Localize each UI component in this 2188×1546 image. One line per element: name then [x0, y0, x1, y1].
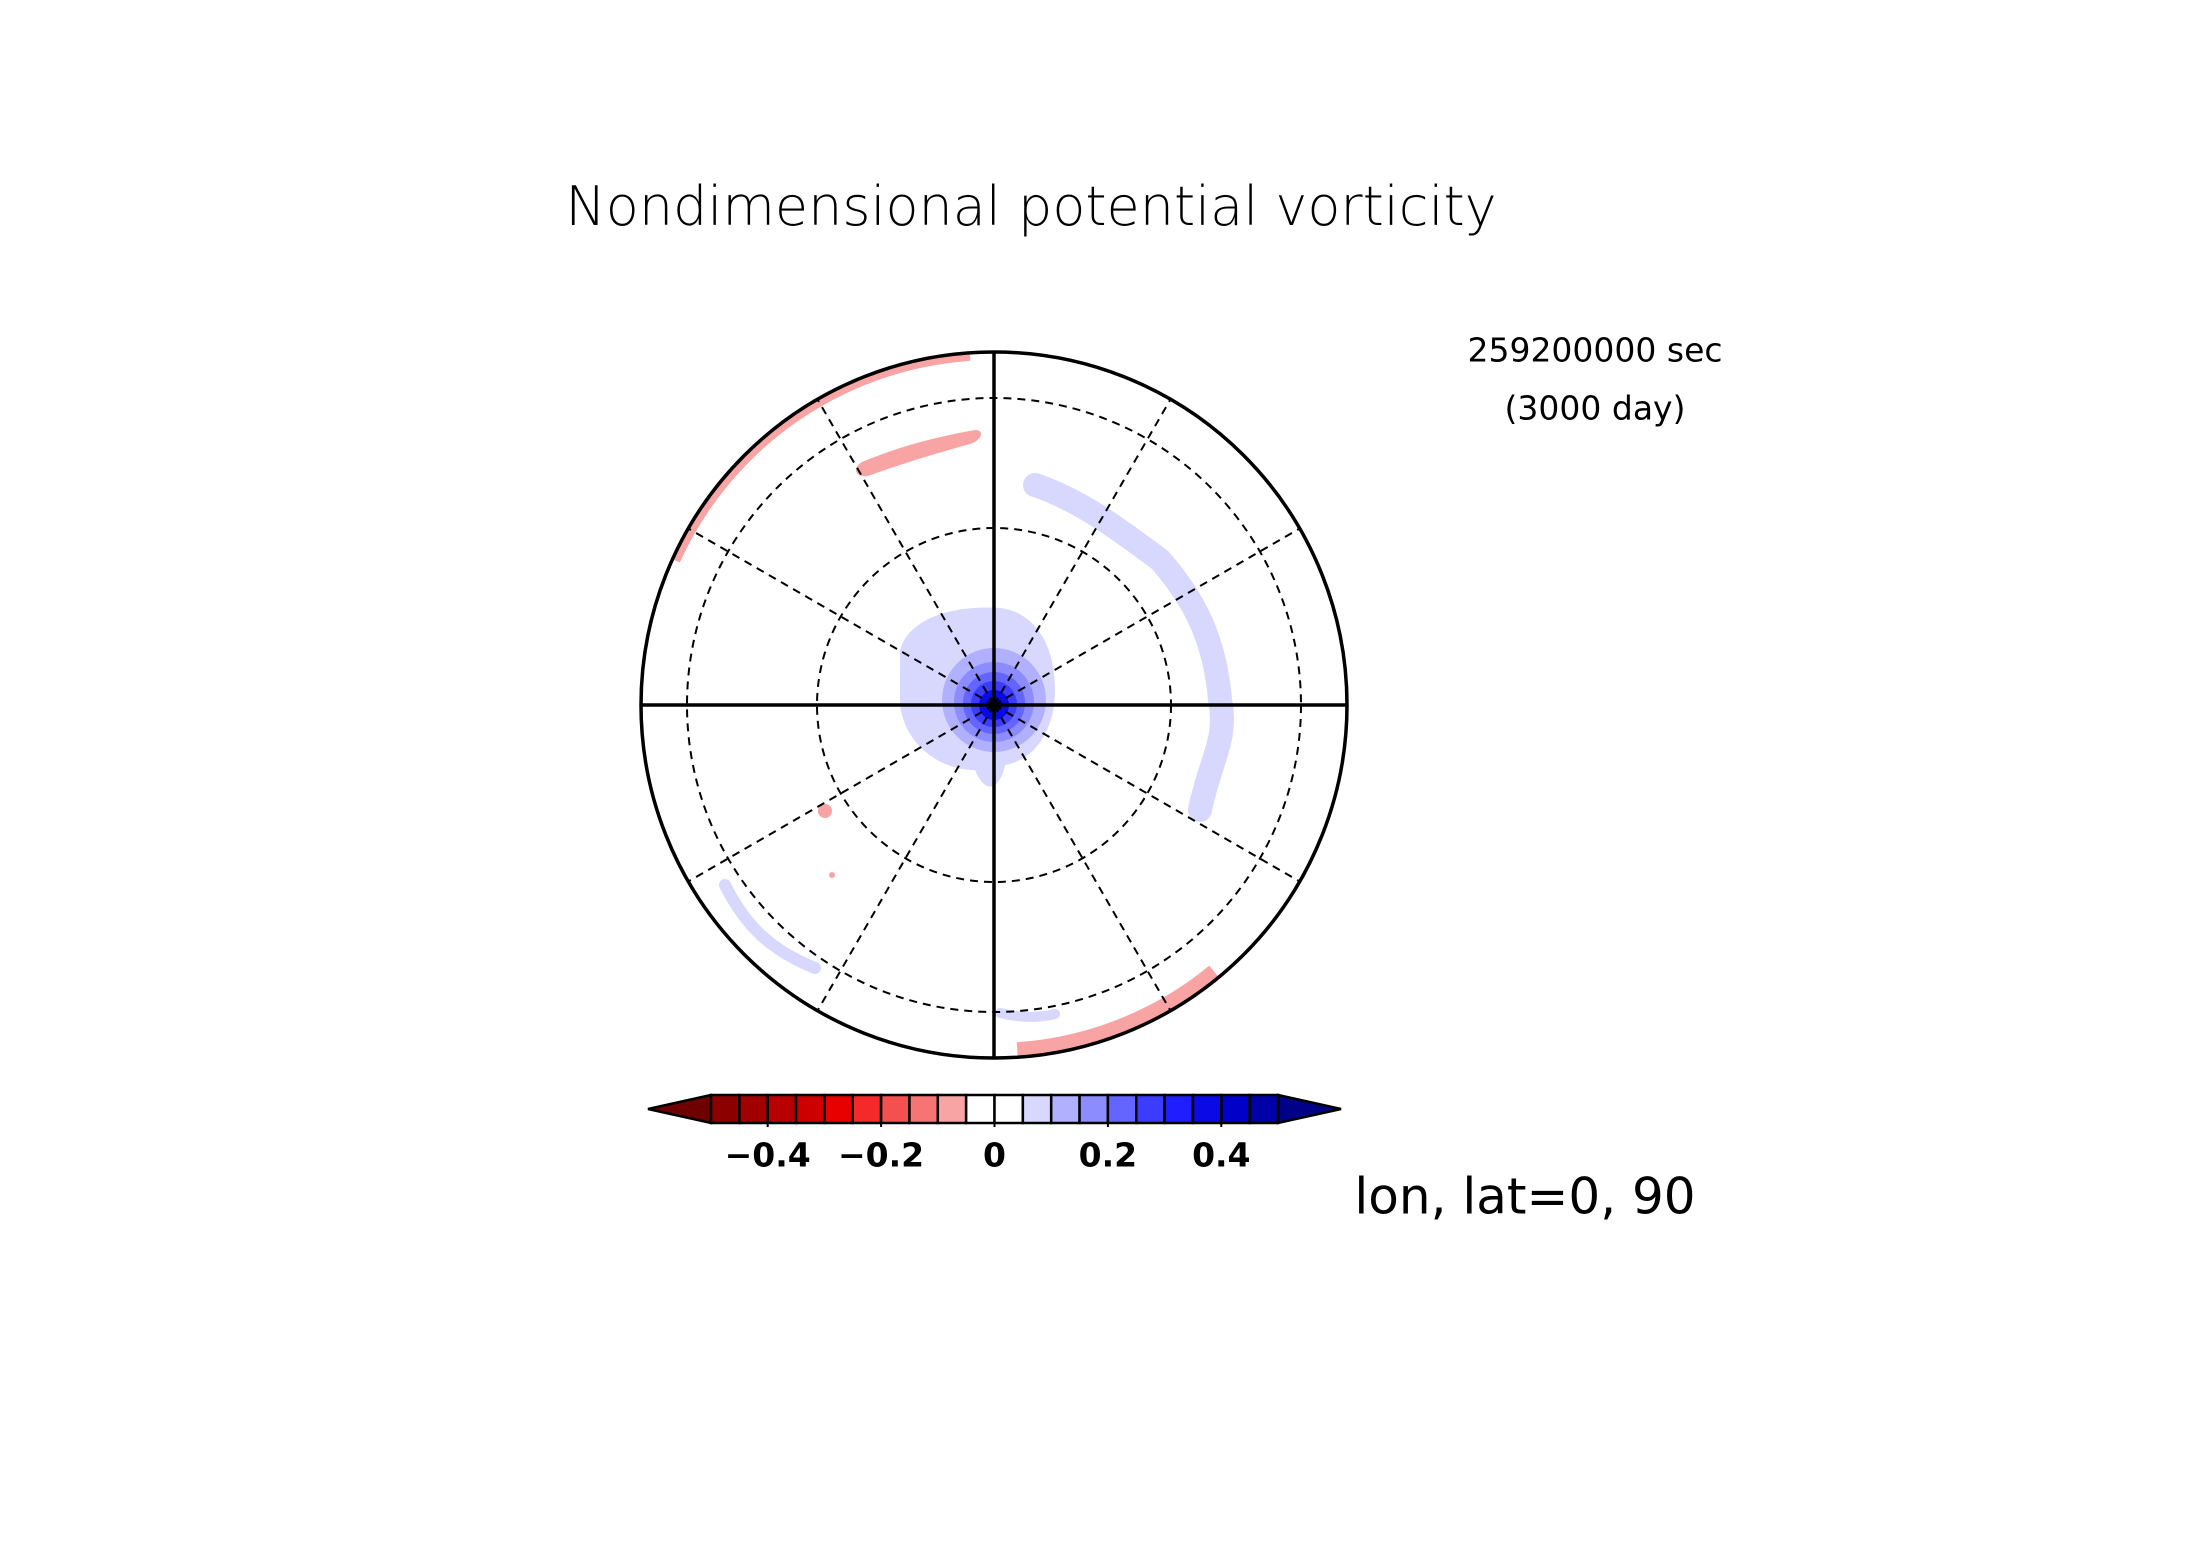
meridian [687, 704, 995, 883]
colorbar-tick-label: 0 [983, 1136, 1006, 1175]
meridian [687, 527, 995, 706]
contour-patch [818, 804, 832, 818]
colorbar-box [709, 1093, 741, 1125]
frame [639, 350, 1349, 1060]
colorbar-box [1135, 1093, 1166, 1125]
contour-patch [829, 872, 835, 878]
colorbar-box [1021, 1093, 1053, 1125]
colorbar-box [794, 1093, 826, 1125]
colorbar-box [1049, 1093, 1081, 1125]
colorbar-box [964, 1093, 996, 1125]
colorbar-box [1191, 1093, 1223, 1125]
contour-patch [995, 1008, 1060, 1022]
contour-patch [1023, 473, 1234, 822]
colorbar-box [738, 1093, 769, 1125]
contour-patch [856, 430, 982, 477]
colorbar-box [1106, 1093, 1138, 1125]
colorbar-over [1276, 1093, 1342, 1125]
colorbar-tick-label: −0.4 [725, 1136, 811, 1175]
meridian [816, 704, 995, 1012]
colorbar-box [879, 1093, 911, 1125]
colorbar-box [908, 1093, 940, 1125]
colorbar-box [766, 1093, 798, 1125]
colorbar-box [993, 1093, 1025, 1125]
time-days: (3000 day) [1505, 389, 1686, 428]
colorbar-tick-label: 0.2 [1079, 1136, 1137, 1175]
time-seconds: 259200000 sec [1467, 331, 1722, 370]
colorbar-box [1163, 1093, 1195, 1125]
colorbar-box [1248, 1093, 1280, 1125]
meridian [816, 398, 995, 706]
colorbar: −0.4 −0.2 0 0.2 0.4 [647, 1093, 1342, 1175]
meridians [687, 398, 1301, 1012]
colorbar-box [1078, 1093, 1110, 1125]
colorbar-tick-label: −0.2 [838, 1136, 924, 1175]
meridian [993, 704, 1172, 1012]
colorbar-box [1220, 1093, 1251, 1125]
contour-patch [719, 879, 821, 974]
meridian [993, 704, 1301, 883]
meridian [993, 398, 1172, 706]
map-boundary [639, 350, 1349, 1060]
location-label: lon, lat=0, 90 [1354, 1168, 1695, 1226]
colorbar-box [936, 1093, 968, 1125]
colorbar-tick-label: 0.4 [1192, 1136, 1250, 1175]
chart-title: Nondimensional potential vorticity [565, 175, 1496, 238]
meridian [993, 527, 1301, 706]
colorbar-under [647, 1093, 713, 1125]
colorbar-box [823, 1093, 855, 1125]
colorbar-box [851, 1093, 883, 1125]
